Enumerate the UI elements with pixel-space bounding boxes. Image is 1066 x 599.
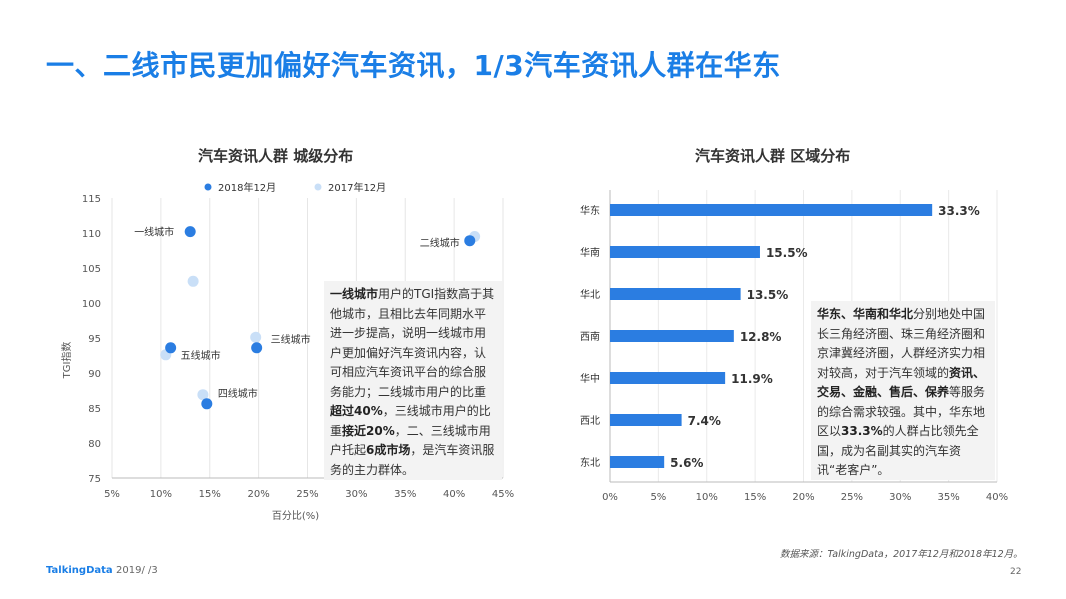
note-text: ，是汽车资讯服务的主力群体。 <box>330 443 495 477</box>
x-tick-label: 30% <box>889 492 911 503</box>
point-label: 四线城市 <box>218 387 258 400</box>
category-label: 华东 <box>580 204 600 217</box>
scatter-point <box>201 398 213 410</box>
bar <box>610 330 734 342</box>
note-text: ，二、三线城市用户托起 <box>330 423 491 458</box>
scatter-point <box>197 389 209 401</box>
footer-date: 2019/ /3 <box>116 565 158 576</box>
point-label: 五线城市 <box>181 349 221 362</box>
region-insight-box: 华东、华南和华北分别地处中国长三角经济圈、珠三角经济圈和京津冀经济圈，人群经济实… <box>811 301 995 480</box>
category-label: 华中 <box>580 372 600 385</box>
x-tick-label: 40% <box>443 489 465 500</box>
x-tick-label: 20% <box>792 492 814 503</box>
scatter-chart-title: 汽车资讯人群 城级分布 <box>198 147 354 165</box>
x-tick-label: 25% <box>296 489 318 500</box>
bar <box>610 456 665 468</box>
y-axis-title: TGI指数 <box>60 342 73 380</box>
legend-label: 2017年12月 <box>328 181 386 194</box>
page-number: 22 <box>1010 567 1022 577</box>
city-tier-insight-box: 一线城市用户的TGI指数高于其他城市，且相比去年同期水平进一步提高，说明一线城市… <box>324 281 502 480</box>
talkingdata-logo: TalkingData <box>46 565 113 576</box>
note-text: 的人群占比领先全国，成为名副其实的汽车资讯“老客户”。 <box>817 424 979 477</box>
y-tick-label: 75 <box>88 474 101 485</box>
category-label: 西南 <box>580 330 600 343</box>
y-tick-label: 90 <box>88 369 101 380</box>
data-source-note: 数据来源：TalkingData，2017年12月和2018年12月。 <box>780 549 1023 560</box>
bar <box>610 288 741 300</box>
highlight-text: 33.3% <box>841 424 883 438</box>
y-tick-label: 115 <box>82 194 101 205</box>
bar-value-label: 13.5% <box>747 288 789 302</box>
y-tick-label: 95 <box>88 334 101 345</box>
x-tick-label: 35% <box>938 492 960 503</box>
point-label: 二线城市 <box>420 237 460 250</box>
bar <box>610 414 682 426</box>
scatter-point <box>464 235 476 247</box>
category-label: 华北 <box>580 288 600 301</box>
x-tick-label: 5% <box>650 492 666 503</box>
x-tick-label: 10% <box>696 492 718 503</box>
x-tick-label: 25% <box>841 492 863 503</box>
x-tick-label: 15% <box>744 492 766 503</box>
y-tick-label: 80 <box>88 439 101 450</box>
bar <box>610 372 726 384</box>
bar-value-label: 7.4% <box>688 414 721 428</box>
highlight-text: 超过40% <box>330 404 383 418</box>
bar <box>610 204 933 216</box>
x-tick-label: 0% <box>602 492 618 503</box>
note-text: 分别地处中国长三角经济圈、珠三角经济圈和京津冀经济圈，人群经济实力相对较高，对于… <box>817 307 986 380</box>
y-tick-label: 110 <box>82 229 101 240</box>
bar-value-label: 33.3% <box>938 204 980 218</box>
y-tick-label: 105 <box>82 264 101 275</box>
highlight-text: 接近20% <box>342 423 395 438</box>
scatter-point <box>184 226 196 238</box>
x-tick-label: 45% <box>492 489 514 500</box>
category-label: 东北 <box>580 456 600 469</box>
scatter-point <box>165 342 177 354</box>
y-tick-label: 100 <box>82 299 101 310</box>
bar-value-label: 12.8% <box>740 330 782 344</box>
note-text: ，三线城市用户的比重 <box>330 404 491 438</box>
note-text: 用户的TGI指数高于其他城市，且相比去年同期水平进一步提高，说明一线城市用户更加… <box>330 287 495 399</box>
bar-value-label: 11.9% <box>731 372 773 386</box>
highlight-text: 华东、华南和华北 <box>817 307 914 321</box>
category-label: 西北 <box>580 415 600 427</box>
point-label: 一线城市 <box>134 226 174 239</box>
highlight-text: 一线城市 <box>330 287 379 301</box>
point-label: 三线城市 <box>271 333 311 346</box>
y-tick-label: 85 <box>88 404 101 415</box>
x-tick-label: 10% <box>150 489 172 500</box>
x-tick-label: 40% <box>986 492 1008 503</box>
scatter-point <box>187 275 199 287</box>
x-tick-label: 20% <box>248 489 270 500</box>
note-text: 等服务的综合需求较强。其中，华东地区以 <box>817 385 986 438</box>
category-label: 华南 <box>580 246 600 259</box>
legend-marker <box>204 183 212 191</box>
x-tick-label: 15% <box>199 489 221 500</box>
page-title: 一、二线市民更加偏好汽车资讯，1/3汽车资讯人群在华东 <box>46 49 781 82</box>
x-tick-label: 30% <box>345 489 367 500</box>
highlight-text: 资讯、交易、金融、售后、保养 <box>817 365 986 400</box>
scatter-point <box>250 331 262 343</box>
bar-value-label: 5.6% <box>670 456 703 470</box>
x-axis-title: 百分比(%) <box>272 510 319 522</box>
bar-chart-title: 汽车资讯人群 区域分布 <box>695 147 851 165</box>
bar <box>610 246 760 258</box>
highlight-text: 6成市场 <box>366 443 411 457</box>
legend-label: 2018年12月 <box>218 181 276 194</box>
x-tick-label: 5% <box>104 489 120 500</box>
x-tick-label: 35% <box>394 489 416 500</box>
legend-marker <box>314 183 322 191</box>
bar-value-label: 15.5% <box>766 246 808 260</box>
scatter-point <box>251 342 263 354</box>
